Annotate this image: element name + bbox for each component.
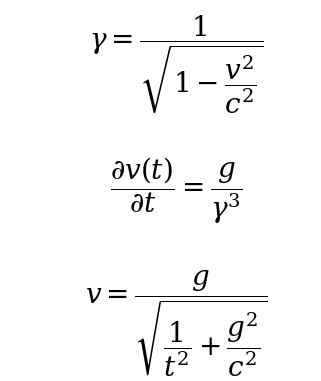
Text: $\dfrac{\partial v(t)}{\partial t} = \dfrac{g}{\gamma^3}$: $\dfrac{\partial v(t)}{\partial t} = \df…: [110, 155, 243, 226]
Text: $\gamma = \dfrac{1}{\sqrt{1 - \dfrac{v^2}{c^2}}}$: $\gamma = \dfrac{1}{\sqrt{1 - \dfrac{v^2…: [89, 13, 264, 116]
Text: $v = \dfrac{g}{\sqrt{\dfrac{1}{t^2} + \dfrac{g^2}{c^2}}}$: $v = \dfrac{g}{\sqrt{\dfrac{1}{t^2} + \d…: [85, 269, 268, 379]
